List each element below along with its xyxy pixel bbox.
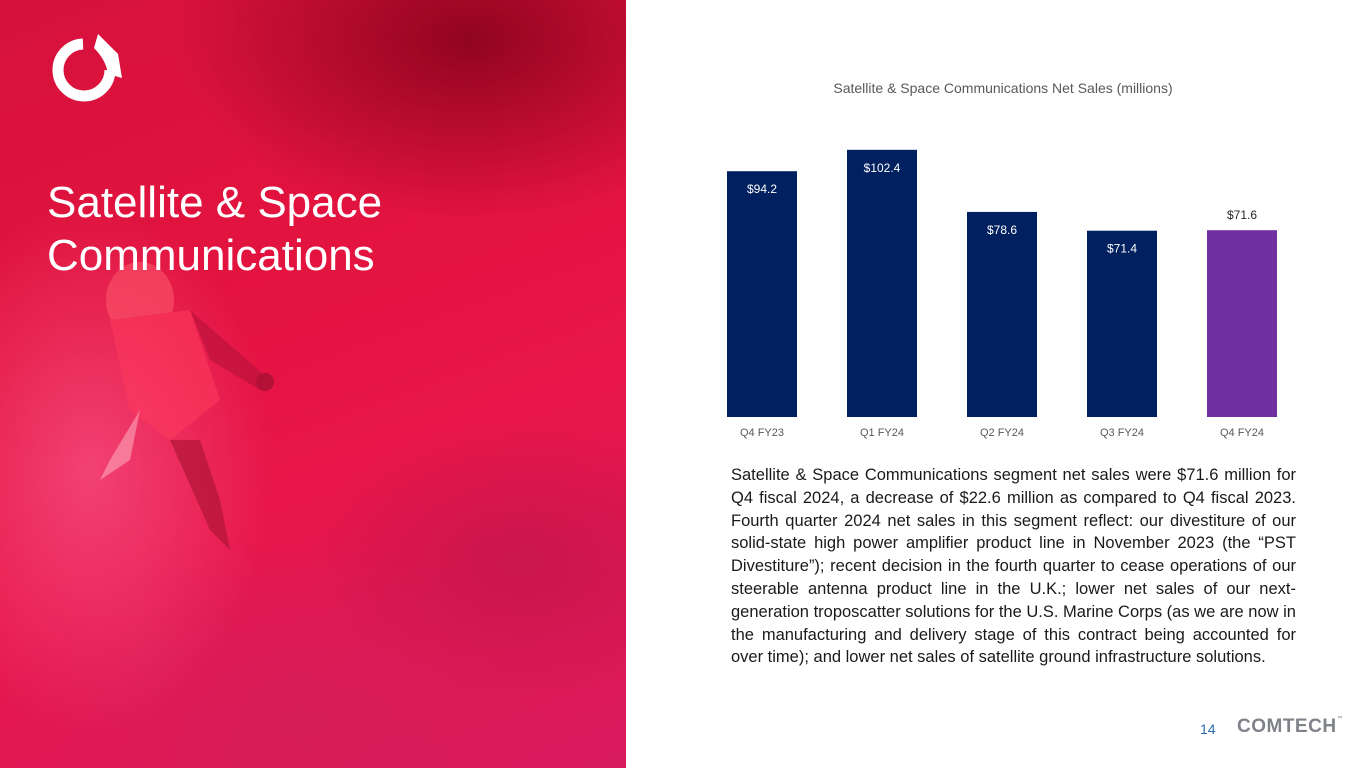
body-text: Satellite & Space Communications segment… <box>731 466 1296 667</box>
x-tick-label: Q4 FY23 <box>740 427 784 439</box>
bar-q4-fy24 <box>1207 230 1277 417</box>
bar-q3-fy24 <box>1087 230 1157 417</box>
data-label: $94.2 <box>747 182 777 196</box>
hero-image-panel: Satellite & Space Communications <box>0 0 626 768</box>
x-tick-label: Q1 FY24 <box>860 427 904 439</box>
bar-q1-fy24 <box>847 149 917 417</box>
data-label: $71.4 <box>1107 242 1137 256</box>
x-tick-label: Q4 FY24 <box>1220 427 1264 439</box>
data-label: $102.4 <box>864 161 901 175</box>
brand-name: COMTECH <box>1237 716 1337 737</box>
comtech-logo: COMTECH™ <box>1237 716 1343 738</box>
slide-title: Satellite & Space Communications <box>47 178 383 280</box>
brand-trademark: ™ <box>1336 716 1344 722</box>
data-label: $71.6 <box>1227 208 1257 222</box>
skydiver-image <box>100 262 274 550</box>
chart-title: Satellite & Space Communications Net Sal… <box>833 80 1173 96</box>
bar-q4-fy23 <box>727 171 797 417</box>
page-number: 14 <box>1200 721 1216 737</box>
logo-icon <box>52 34 122 102</box>
data-label: $78.6 <box>987 223 1017 237</box>
x-tick-label: Q2 FY24 <box>980 427 1024 439</box>
bar-chart: $94.2 Q4 FY23 $102.4 Q1 FY24 $78.6 Q2 FY24 $71… <box>727 149 1277 439</box>
x-tick-label: Q3 FY24 <box>1100 427 1144 439</box>
bar-q2-fy24 <box>967 211 1037 417</box>
